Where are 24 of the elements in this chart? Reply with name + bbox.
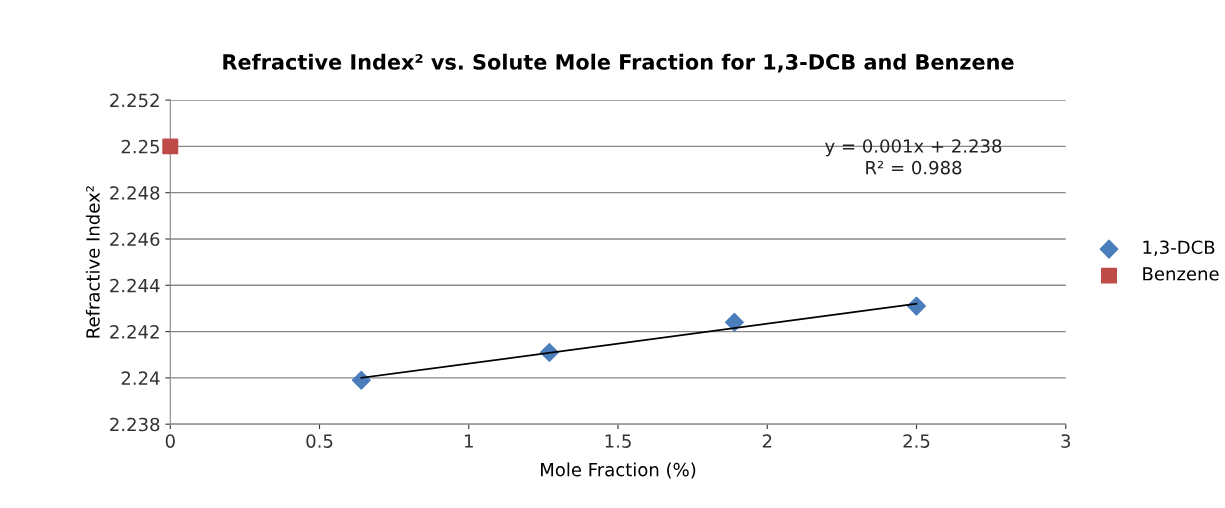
- y-tick-label: 2.246: [110, 232, 160, 247]
- x-tick-label: 0.5: [306, 434, 333, 448]
- y-tick-label: 2.238: [110, 417, 160, 432]
- annotation: y = 0.001x + 2.238 R² = 0.988: [825, 139, 1002, 175]
- y-tick-label: 2.24: [121, 371, 160, 385]
- y-tick-label: 2.252: [110, 93, 159, 108]
- point: [351, 370, 371, 390]
- y-tick-label: 2.248: [110, 186, 160, 200]
- point: [724, 312, 744, 332]
- x-tick-label: 1: [465, 434, 473, 448]
- legend-label: 1,3-DCB: [1143, 240, 1215, 256]
- y-axis-title: Refractive Index²: [85, 186, 100, 338]
- y-tick-label: 2.25: [121, 139, 159, 154]
- x-tick-label: 0: [165, 434, 175, 448]
- x-tick-label: 1.5: [605, 434, 631, 448]
- y-tick-label: 2.244: [110, 278, 160, 293]
- x-tick-label: 2: [762, 434, 772, 448]
- y-tick-label: 2.242: [110, 325, 159, 339]
- legend-label: Benzene: [1143, 267, 1219, 281]
- x-tick-label: 3: [1061, 434, 1071, 448]
- chart-title: Refractive Index² vs. Solute Mole Fraction for 1,3-DCB and Benzene: [223, 53, 1014, 73]
- x-axis-title: Mole Fraction (%): [541, 462, 696, 479]
- x-tick-label: 2.5: [903, 434, 930, 448]
- point: [162, 138, 179, 155]
